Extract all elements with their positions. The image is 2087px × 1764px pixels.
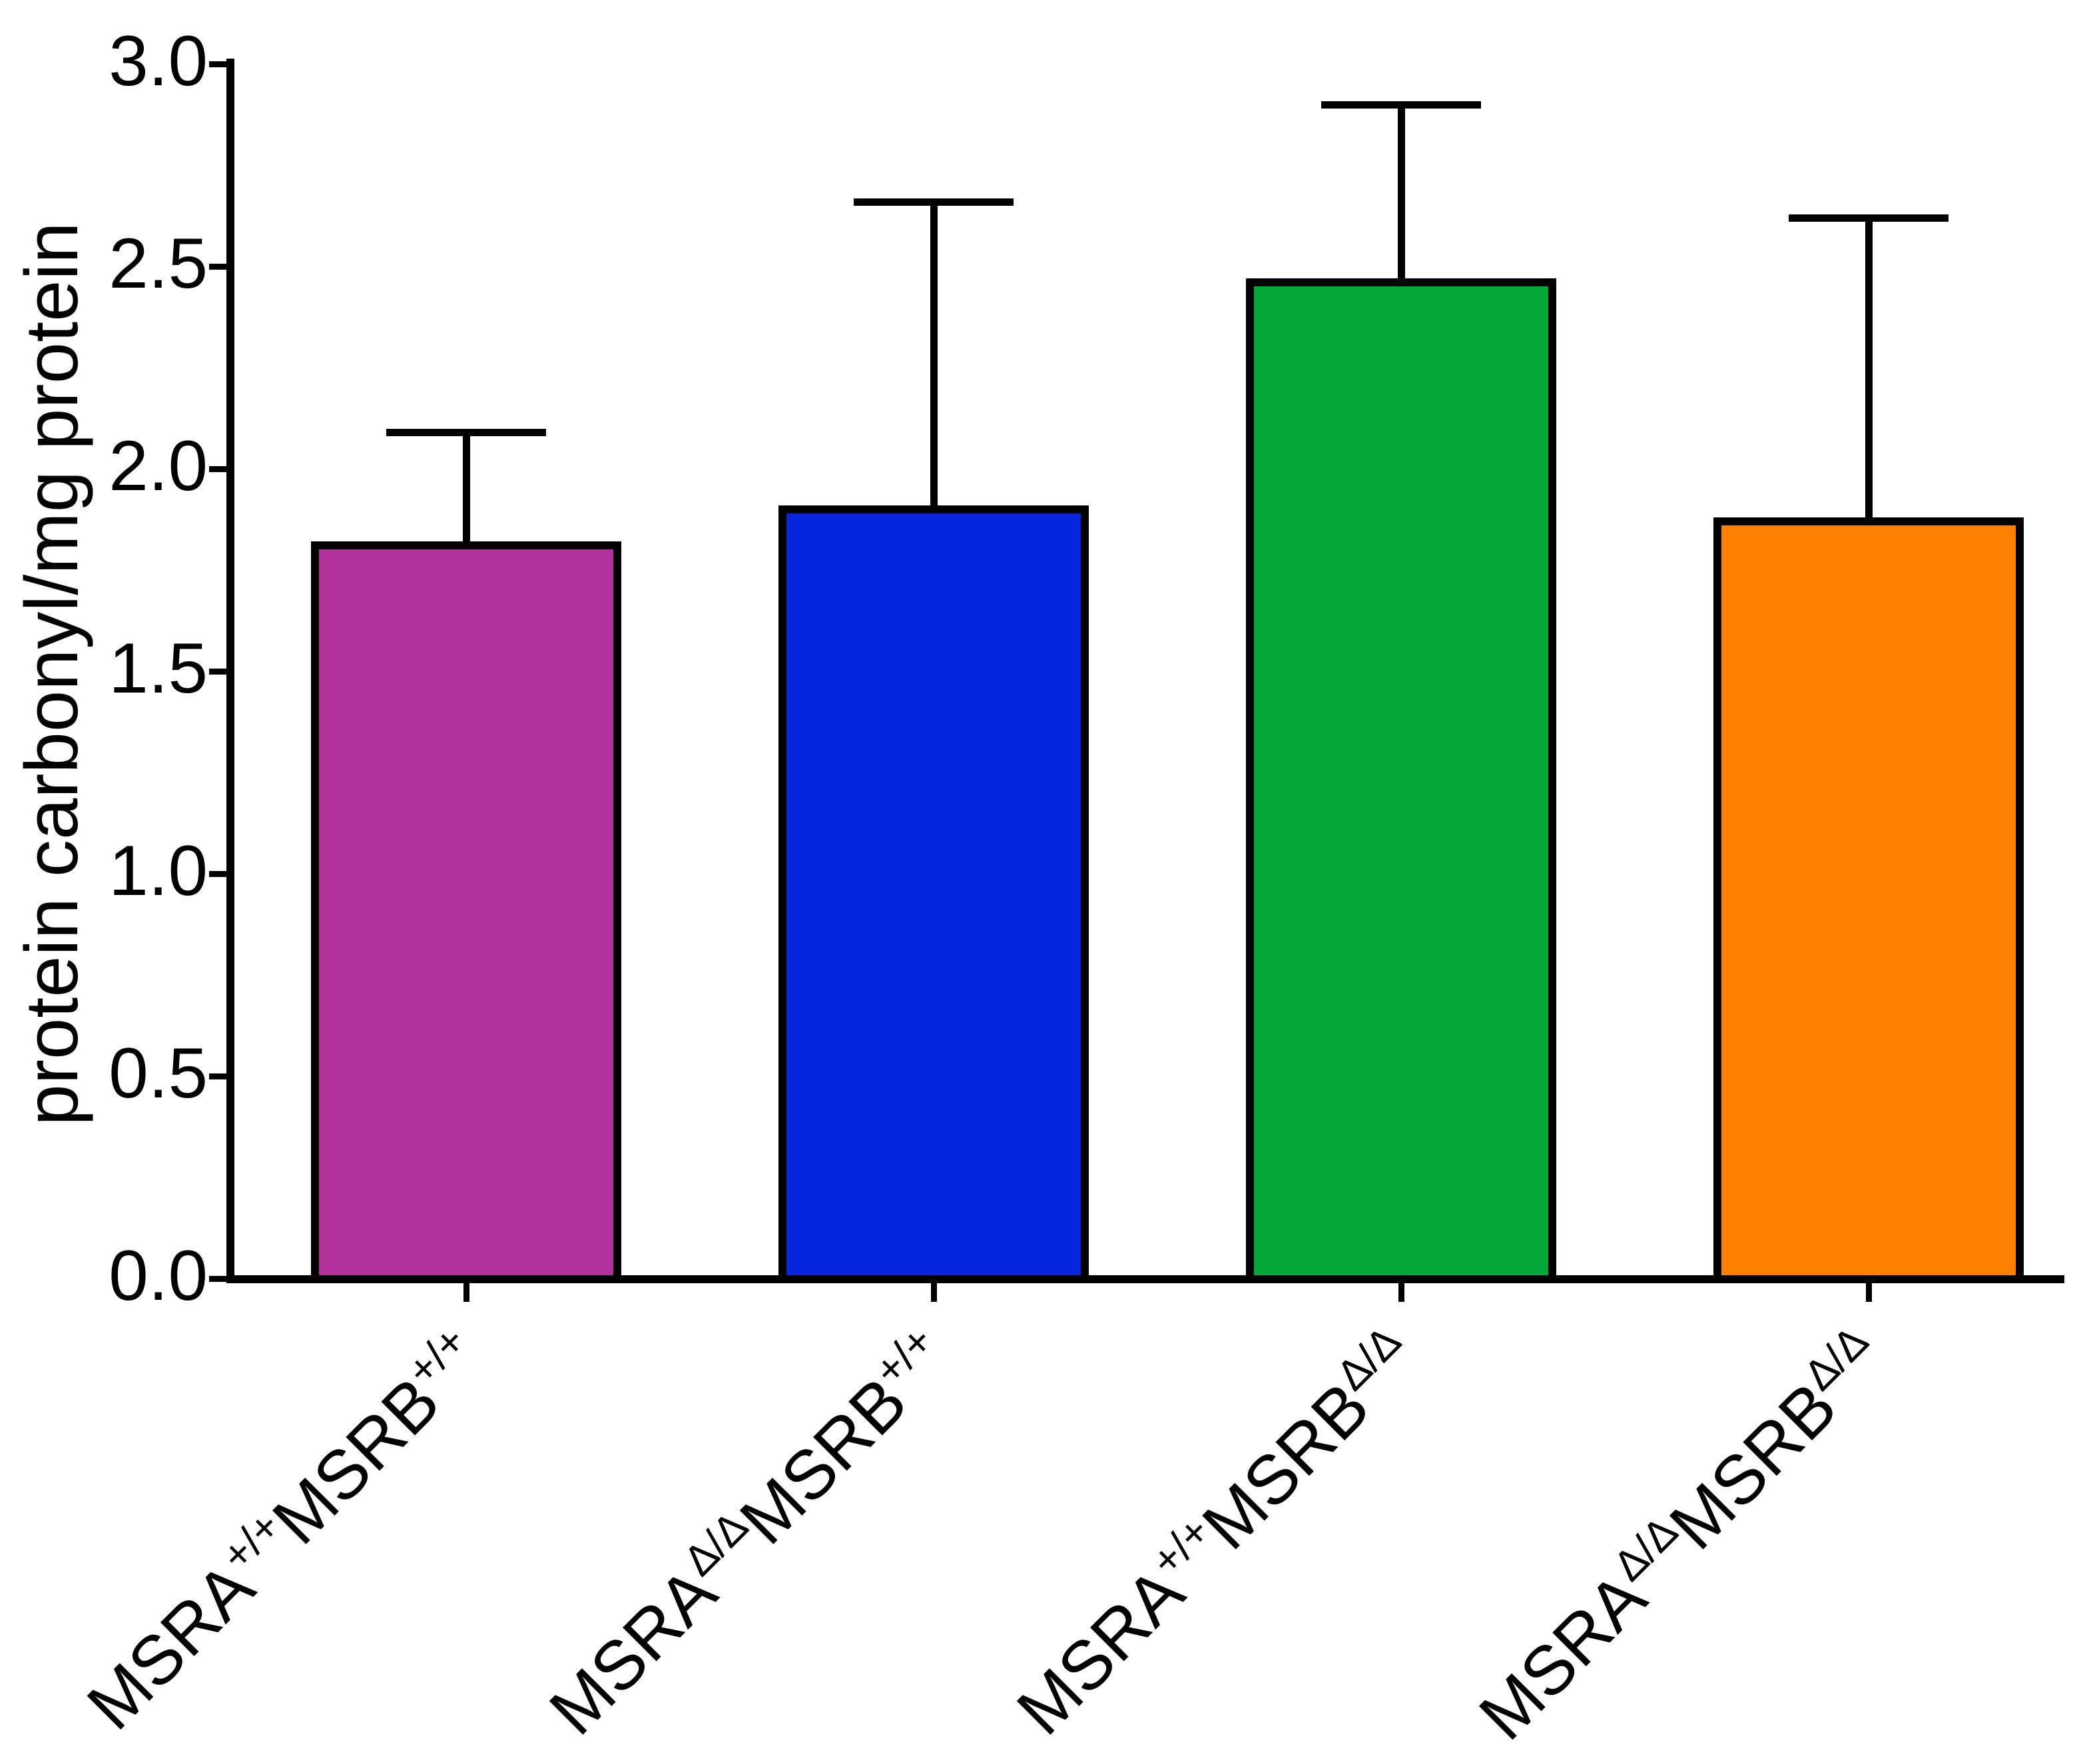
- y-tick-1.0: [209, 871, 226, 877]
- x-tick-3: [1866, 1283, 1872, 1302]
- y-tick-3.0: [209, 61, 226, 67]
- label-base-msra: MSRA: [1002, 1553, 1199, 1750]
- label-base-msrb: MSRB: [1187, 1368, 1384, 1564]
- error-bar-cap-0: [386, 429, 546, 437]
- label-base-msrb: MSRB: [258, 1362, 454, 1560]
- label-base-msrb: MSRB: [1655, 1368, 1852, 1564]
- bar-3: [1713, 517, 2024, 1283]
- x-tick-1: [931, 1283, 937, 1302]
- error-bar-cap-3: [1789, 214, 1948, 222]
- x-category-label-3: MSRAΔ/ΔMSRBΔ/Δ: [1464, 1317, 1898, 1755]
- y-tick-label-2.0: 2.0: [109, 426, 208, 506]
- y-tick-0.0: [209, 1276, 226, 1282]
- x-tick-2: [1398, 1283, 1404, 1302]
- error-bar-line-1: [930, 201, 938, 513]
- y-tick-label-0.0: 0.0: [109, 1235, 208, 1316]
- y-axis-title: protein carbonyl/mg protein: [10, 222, 93, 1126]
- x-axis-line: [226, 1275, 2064, 1283]
- y-tick-label-2.5: 2.5: [109, 223, 208, 304]
- y-tick-label-1.5: 1.5: [109, 628, 208, 709]
- y-tick-label-1.0: 1.0: [109, 830, 208, 911]
- error-bar-line-3: [1865, 218, 1873, 525]
- y-tick-2.5: [209, 264, 226, 270]
- label-base-msra: MSRA: [72, 1548, 269, 1745]
- error-bar-line-0: [463, 432, 470, 550]
- error-bar-cap-2: [1321, 101, 1481, 109]
- error-bar-line-2: [1398, 104, 1405, 287]
- x-tick-0: [463, 1283, 469, 1302]
- x-category-label-2: MSRA+/+MSRBΔ/Δ: [1002, 1317, 1430, 1749]
- y-tick-label-3.0: 3.0: [109, 21, 208, 101]
- bar-1: [778, 505, 1089, 1283]
- y-axis-line: [226, 59, 234, 1283]
- error-bar-cap-1: [854, 198, 1014, 206]
- y-tick-2.0: [209, 466, 226, 472]
- y-tick-label-0.5: 0.5: [109, 1033, 208, 1113]
- label-base-msra: MSRA: [1464, 1558, 1661, 1755]
- bar-2: [1246, 278, 1556, 1283]
- y-tick-0.5: [209, 1073, 226, 1079]
- y-tick-1.5: [209, 669, 226, 675]
- x-category-label-0: MSRA+/+MSRB+/+: [72, 1317, 495, 1745]
- label-base-msrb: MSRB: [725, 1362, 922, 1560]
- label-base-msra: MSRA: [535, 1553, 731, 1750]
- bar-0: [311, 541, 621, 1283]
- x-category-label-1: MSRAΔ/ΔMSRB+/+: [535, 1317, 963, 1750]
